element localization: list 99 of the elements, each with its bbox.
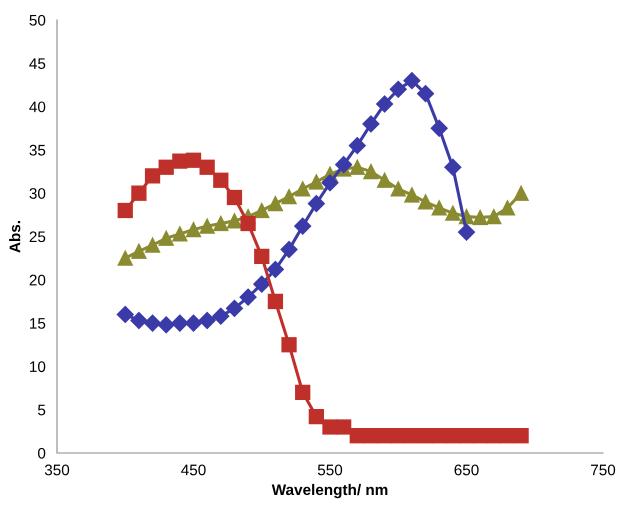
- point: [281, 189, 297, 204]
- x-tick-label: 750: [591, 464, 616, 476]
- y-tick-label: 5: [38, 404, 46, 416]
- point: [266, 260, 284, 278]
- point: [363, 428, 379, 444]
- point: [432, 200, 447, 216]
- point: [226, 190, 242, 206]
- y-tick-label: 30: [29, 188, 46, 199]
- point: [308, 408, 324, 424]
- point: [226, 213, 242, 229]
- point: [363, 164, 379, 180]
- point: [186, 222, 202, 238]
- point: [403, 72, 420, 90]
- point: [430, 120, 448, 137]
- point: [513, 186, 529, 201]
- point: [390, 80, 407, 98]
- point: [213, 216, 228, 232]
- point: [131, 186, 147, 201]
- y-tick-label: 40: [29, 101, 46, 112]
- x-tick-label: 650: [454, 464, 479, 476]
- point: [376, 428, 392, 444]
- point: [432, 428, 447, 444]
- point: [472, 428, 488, 444]
- point: [513, 428, 529, 444]
- point: [445, 205, 460, 221]
- point: [186, 152, 202, 168]
- point: [118, 250, 133, 266]
- y-tick-label: 45: [29, 58, 46, 69]
- point: [404, 428, 420, 444]
- point: [458, 224, 476, 241]
- point: [172, 154, 188, 169]
- point: [253, 276, 270, 293]
- point: [295, 384, 310, 400]
- point: [336, 419, 352, 435]
- point: [144, 168, 160, 184]
- point: [390, 181, 406, 197]
- point: [268, 294, 284, 310]
- point: [500, 200, 516, 216]
- point: [184, 314, 202, 332]
- point: [445, 428, 460, 444]
- point: [116, 306, 134, 323]
- point: [118, 202, 133, 218]
- point: [254, 202, 270, 218]
- point: [268, 196, 284, 212]
- point: [131, 244, 147, 259]
- y-tick-label: 35: [29, 144, 46, 156]
- y-tick-label: 10: [30, 361, 46, 372]
- point: [376, 172, 392, 188]
- point: [350, 428, 365, 444]
- point: [321, 174, 339, 192]
- y-tick-label: 20: [30, 274, 46, 286]
- point: [350, 160, 365, 175]
- point: [458, 428, 474, 444]
- point: [198, 312, 216, 330]
- x-tick-label: 450: [181, 464, 206, 476]
- point: [240, 216, 256, 232]
- point: [280, 240, 298, 258]
- point: [335, 156, 352, 174]
- x-tick-label: 550: [318, 464, 342, 476]
- point: [213, 172, 228, 188]
- point: [200, 160, 215, 175]
- y-axis-title: Abs.: [9, 220, 20, 253]
- point: [172, 226, 188, 242]
- point: [158, 316, 175, 334]
- point: [404, 187, 420, 203]
- y-tick-label: 25: [30, 231, 46, 242]
- y-tick-label: 0: [38, 448, 46, 459]
- y-tick-label: 15: [30, 318, 46, 329]
- point: [444, 158, 462, 176]
- point: [171, 314, 188, 332]
- point: [226, 300, 243, 317]
- point: [158, 160, 174, 175]
- point: [144, 238, 160, 253]
- point: [130, 312, 148, 330]
- point: [200, 218, 215, 234]
- point: [472, 210, 488, 226]
- point: [158, 230, 174, 246]
- point: [294, 218, 312, 235]
- point: [254, 248, 270, 264]
- point: [281, 337, 297, 352]
- point: [308, 174, 324, 190]
- point: [348, 137, 366, 154]
- point: [500, 428, 516, 444]
- point: [486, 428, 502, 444]
- x-tick-label: 350: [44, 464, 70, 476]
- point: [376, 95, 394, 113]
- point: [308, 195, 325, 212]
- point: [486, 208, 502, 224]
- point: [417, 85, 434, 102]
- x-axis-title: Wavelength/ nm: [272, 484, 388, 498]
- point: [418, 194, 434, 210]
- point: [362, 115, 380, 132]
- point: [295, 181, 310, 197]
- point: [390, 428, 406, 444]
- point: [212, 308, 230, 325]
- point: [144, 314, 162, 332]
- point: [240, 288, 257, 306]
- point: [418, 428, 434, 444]
- y-tick-label: 50: [30, 14, 46, 26]
